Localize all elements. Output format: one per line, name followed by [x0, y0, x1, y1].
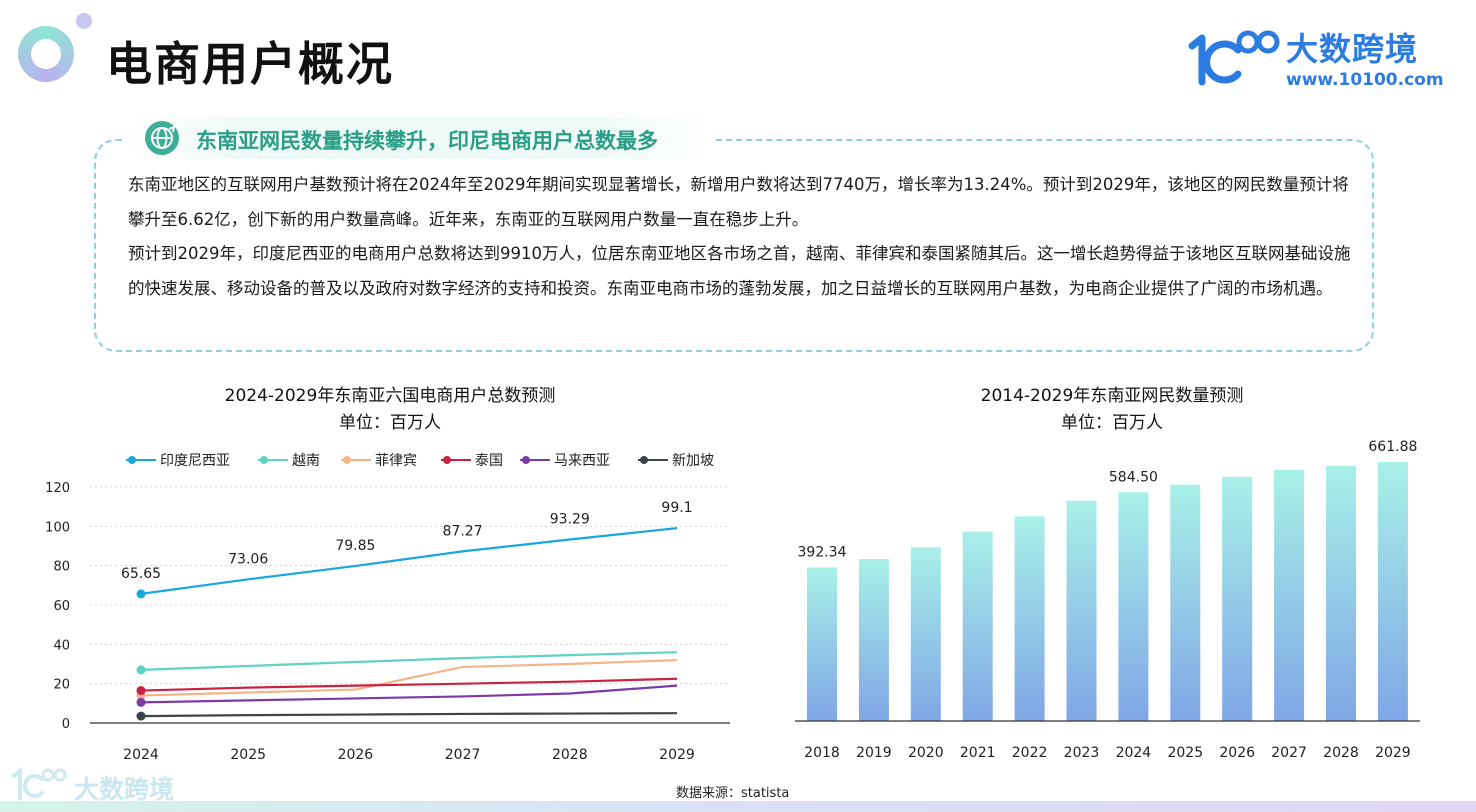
- line-series-1: [140, 651, 678, 671]
- bar-chart-subtitle: 单位：百万人: [1061, 413, 1163, 433]
- bar-x-tick-label: 2021: [960, 745, 996, 761]
- bar-x-tick-label: 2026: [1219, 745, 1255, 761]
- bar-x-tick-label: 2023: [1064, 745, 1100, 761]
- brand-name: 大数跨境: [1286, 30, 1419, 68]
- bar-2029: [1377, 462, 1408, 721]
- line-series-2: [140, 658, 678, 697]
- bar-2018: [807, 567, 837, 721]
- line-chart-y-tick-label: 0: [62, 717, 70, 732]
- line-series-5: [140, 712, 678, 718]
- legend-marker: [343, 456, 351, 464]
- line-chart-x-tick-label: 2024: [123, 747, 159, 763]
- summary-header: 东南亚网民数量持续攀升，印尼电商用户总数最多: [124, 117, 714, 159]
- legend-label: 马来西亚: [554, 453, 610, 469]
- legend-marker: [128, 456, 136, 464]
- line-chart-x-tick-label: 2027: [445, 747, 481, 763]
- legend-label: 泰国: [475, 453, 503, 469]
- line-chart-y-tick-label: 120: [45, 481, 70, 496]
- legend-label: 越南: [292, 453, 320, 469]
- bar-2028: [1326, 465, 1356, 721]
- line-series-start-point: [136, 665, 146, 675]
- line-series-4: [140, 684, 678, 704]
- bar-x-tick-label: 2025: [1167, 745, 1203, 761]
- bar-x-tick-label: 2018: [804, 745, 840, 761]
- legend-marker: [640, 456, 648, 464]
- bar-2021: [962, 531, 993, 721]
- line-chart-title: 2024-2029年东南亚六国电商用户总数预测: [224, 386, 556, 406]
- line-chart-y-tick-label: 100: [45, 520, 70, 535]
- bar-2023: [1066, 500, 1097, 721]
- line-series-start-point: [136, 686, 146, 696]
- bar-2019: [858, 558, 889, 721]
- line-chart-x-tick-label: 2026: [338, 747, 374, 763]
- line-data-label: 73.06: [228, 551, 268, 567]
- bar-chart-title: 2014-2029年东南亚网民数量预测: [980, 386, 1244, 406]
- line-chart-x-tick-label: 2025: [230, 747, 266, 763]
- bar-data-label: 392.34: [798, 544, 847, 560]
- legend-label: 印度尼西亚: [160, 453, 230, 469]
- legend-label: 菲律宾: [375, 453, 417, 469]
- summary-box: [94, 139, 1374, 352]
- line-series-start-point: [136, 697, 146, 707]
- bar-2027: [1274, 469, 1305, 721]
- line-chart-title-block: 2024-2029年东南亚六国电商用户总数预测 单位：百万人: [90, 383, 690, 437]
- line-data-label: 65.65: [121, 566, 161, 582]
- line-data-label: 99.1: [661, 500, 692, 516]
- bar-x-tick-label: 2019: [856, 745, 892, 761]
- line-chart-x-tick-label: 2028: [552, 747, 588, 763]
- brand-logo[interactable]: 大数跨境 www.10100.com: [1186, 22, 1456, 92]
- line-data-label: 79.85: [335, 538, 375, 554]
- brand-mark-icon: [1188, 30, 1280, 86]
- page-title: 电商用户概况: [106, 37, 394, 91]
- line-chart-subtitle: 单位：百万人: [339, 413, 441, 433]
- line-series-0: [140, 527, 678, 595]
- bar-2026: [1222, 476, 1253, 721]
- decorative-dot: [76, 13, 92, 29]
- summary-body: 东南亚地区的互联网用户基数预计将在2024年至2029年期间实现显著增长，新增用…: [128, 168, 1353, 306]
- bar-2024: [1118, 492, 1149, 721]
- summary-paragraph-2: 预计到2029年，印度尼西亚的电商用户总数将达到9910万人，位居东南亚地区各市…: [128, 244, 1351, 298]
- source-note: 数据来源：statista: [676, 786, 790, 801]
- bar-x-tick-label: 2027: [1271, 745, 1307, 761]
- line-chart-y-tick-label: 80: [53, 560, 70, 575]
- bar-x-tick-label: 2022: [1012, 745, 1048, 761]
- watermark: 大数跨境: [10, 766, 200, 806]
- line-series-3: [140, 677, 678, 692]
- globe-icon: [145, 121, 179, 155]
- legend-marker: [260, 456, 268, 464]
- line-chart-y-tick-label: 40: [53, 638, 70, 653]
- legend-marker: [443, 456, 451, 464]
- brand-url[interactable]: www.10100.com: [1286, 70, 1444, 90]
- bar-x-tick-label: 2028: [1323, 745, 1359, 761]
- line-data-label: 87.27: [443, 523, 483, 539]
- line-chart: 0 20 40 60 80 100 120 2024 2025 2026 2027 2028 2029 6…: [45, 453, 730, 763]
- bar-2022: [1014, 516, 1045, 721]
- bar-chart-title-block: 2014-2029年东南亚网民数量预测 单位：百万人: [812, 383, 1412, 437]
- bar-2025: [1170, 484, 1201, 721]
- summary-heading: 东南亚网民数量持续攀升，印尼电商用户总数最多: [196, 129, 658, 153]
- legend-label: 新加坡: [672, 453, 714, 469]
- summary-paragraph-1: 东南亚地区的互联网用户基数预计将在2024年至2029年期间实现显著增长，新增用…: [128, 175, 1349, 229]
- line-chart-x-tick-label: 2029: [659, 747, 695, 763]
- watermark-logo-icon: [12, 766, 67, 800]
- bar-data-label: 584.50: [1109, 469, 1158, 485]
- line-series-start-point: [136, 589, 146, 599]
- legend-marker: [522, 456, 530, 464]
- line-chart-y-tick-label: 20: [53, 678, 70, 693]
- line-series-start-point: [136, 711, 146, 721]
- bar-x-tick-label: 2020: [908, 745, 944, 761]
- line-chart-y-tick-label: 60: [53, 599, 70, 614]
- bar-x-tick-label: 2029: [1375, 745, 1411, 761]
- decorative-ring: [18, 26, 74, 82]
- bar-x-tick-label: 2024: [1116, 745, 1152, 761]
- bar-data-label: 661.88: [1368, 439, 1417, 455]
- bottom-gradient-strip: [0, 801, 1476, 812]
- watermark-text: 大数跨境: [74, 775, 175, 804]
- line-data-label: 93.29: [550, 512, 590, 528]
- bar-2020: [910, 547, 941, 721]
